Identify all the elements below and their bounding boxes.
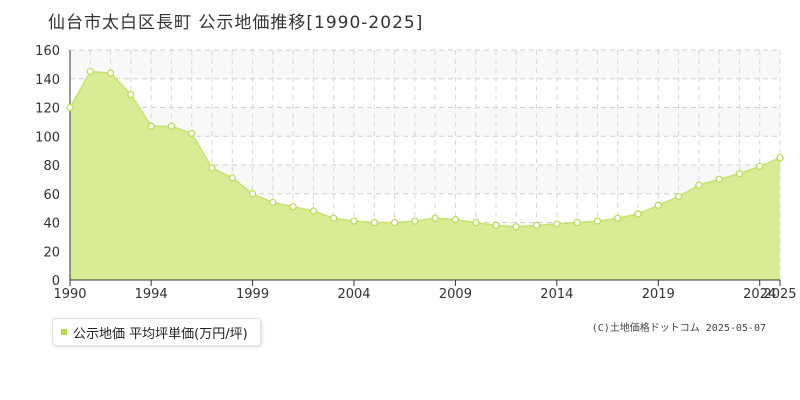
data-point — [350, 217, 358, 225]
data-point — [147, 122, 155, 130]
data-point — [289, 203, 297, 211]
data-point — [208, 164, 216, 172]
data-point — [735, 170, 744, 178]
data-point — [674, 193, 683, 201]
y-tick-label: 80 — [43, 159, 60, 174]
data-point — [167, 122, 176, 130]
x-tick-label: 2025 — [763, 287, 796, 302]
data-point — [654, 201, 662, 209]
x-tick-label: 2019 — [642, 287, 675, 302]
data-point — [512, 223, 520, 231]
y-tick-label: 0 — [52, 274, 60, 289]
data-point — [573, 218, 581, 227]
data-point — [330, 214, 338, 222]
x-tick-label: 2004 — [337, 287, 370, 302]
y-tick-label: 160 — [35, 44, 60, 59]
data-point — [106, 69, 115, 77]
y-tick-label: 140 — [35, 73, 60, 88]
data-point — [188, 129, 196, 137]
legend: 公示地価 平均坪単価(万円/坪) — [52, 318, 261, 346]
x-tick-label: 2024 — [743, 287, 776, 302]
plot-band — [70, 50, 780, 79]
data-point — [553, 220, 561, 228]
data-point — [370, 218, 378, 227]
y-tick-label: 20 — [43, 245, 60, 260]
data-point — [66, 103, 74, 112]
data-point — [309, 207, 318, 215]
data-point — [248, 190, 257, 198]
data-point — [411, 217, 419, 225]
x-tick-label: 1999 — [236, 287, 269, 302]
data-point — [492, 221, 500, 229]
data-point — [127, 90, 135, 99]
data-point — [593, 217, 602, 225]
data-point — [269, 198, 277, 206]
data-point — [695, 181, 703, 189]
data-point — [472, 218, 480, 227]
x-tick-label: 1994 — [135, 287, 168, 302]
data-point — [390, 218, 399, 227]
data-point — [431, 214, 439, 222]
y-tick-label: 100 — [35, 130, 60, 145]
data-point — [86, 67, 94, 76]
y-tick-label: 120 — [35, 102, 60, 117]
chart-title: 仙台市太白区長町 公示地価推移[1990-2025] — [48, 13, 424, 33]
data-point — [776, 154, 784, 162]
plot-band — [70, 78, 780, 108]
data-point — [756, 162, 764, 171]
legend-swatch — [61, 329, 67, 335]
source-credit: (C)土地価格ドットコム 2025-05-07 — [591, 323, 766, 334]
y-tick-label: 60 — [43, 188, 60, 203]
x-tick-label: 1990 — [53, 287, 86, 302]
data-point — [228, 174, 236, 182]
data-point — [634, 210, 642, 218]
x-tick-label: 2009 — [439, 287, 472, 302]
legend-label: 公示地価 平均坪単価(万円/坪) — [73, 326, 248, 342]
data-point — [532, 221, 541, 229]
series-area — [70, 71, 780, 280]
data-point — [451, 216, 460, 224]
y-tick-label: 40 — [43, 217, 60, 232]
data-point — [715, 175, 723, 183]
x-tick-label: 2014 — [540, 287, 573, 302]
data-point — [614, 214, 622, 222]
